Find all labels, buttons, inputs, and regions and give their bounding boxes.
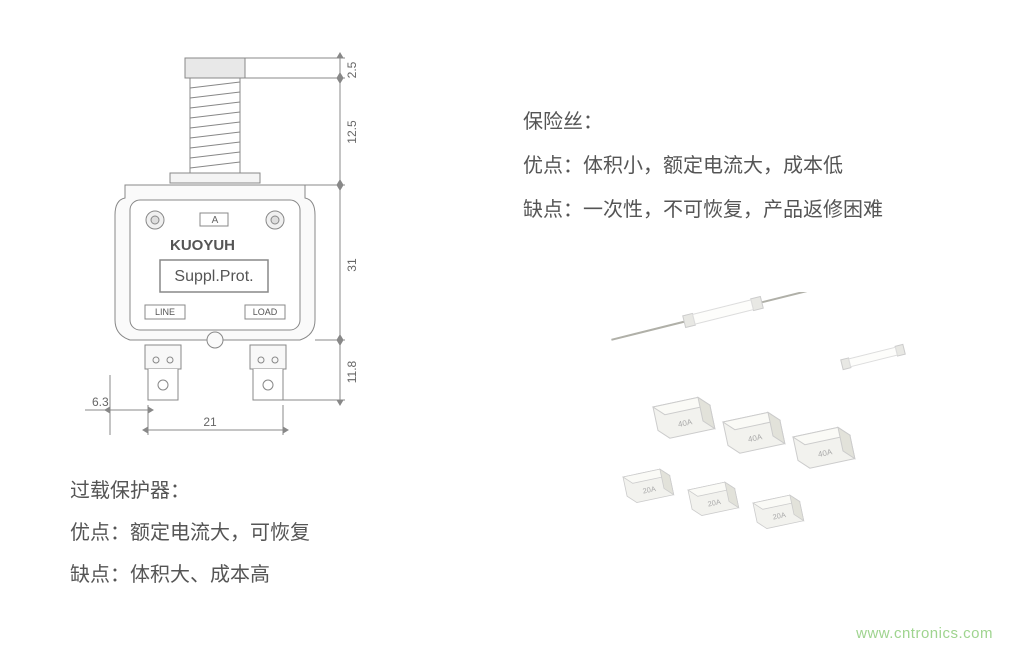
fuse-illustration: 40A 40A 40A (523, 292, 983, 572)
right-cons: 缺点：一次性，不可恢复，产品返修困难 (523, 188, 983, 232)
dim-d5: 6.3 (92, 395, 109, 409)
dim-d4: 11.8 (345, 360, 359, 383)
suppl-label: Suppl.Prot. (174, 268, 253, 285)
watermark: www.cntronics.com (856, 625, 993, 642)
load-label: LOAD (253, 307, 278, 317)
smd-fuses: 40A 40A 40A (623, 395, 855, 530)
line-label: LINE (155, 307, 175, 317)
dim-d1: 2.5 (345, 61, 359, 78)
dim-d3: 31 (345, 258, 359, 272)
fuse-svg: 40A 40A 40A (523, 292, 983, 572)
dim-d6: 21 (203, 415, 217, 429)
right-column: 保险丝： 优点：体积小，额定电流大，成本低 缺点：一次性，不可恢复，产品返修困难 (483, 40, 983, 596)
a-label: A (212, 215, 219, 226)
right-title: 保险丝： (523, 100, 983, 144)
right-pros: 优点：体积小，额定电流大，成本低 (523, 144, 983, 188)
dim-d2: 12.5 (345, 120, 359, 144)
brand-label: KUOYUH (170, 237, 235, 254)
breaker-diagram: A KUOYUH Suppl.Prot. LINE LOAD 2.5 12.5 … (70, 40, 330, 440)
left-column: A KUOYUH Suppl.Prot. LINE LOAD 2.5 12.5 … (70, 40, 483, 596)
left-pros: 优点：额定电流大，可恢复 (70, 512, 483, 554)
left-cons: 缺点：体积大、成本高 (70, 554, 483, 596)
left-title: 过载保护器： (70, 470, 483, 512)
breaker-svg: A KUOYUH Suppl.Prot. LINE LOAD 2.5 12.5 … (70, 40, 390, 440)
